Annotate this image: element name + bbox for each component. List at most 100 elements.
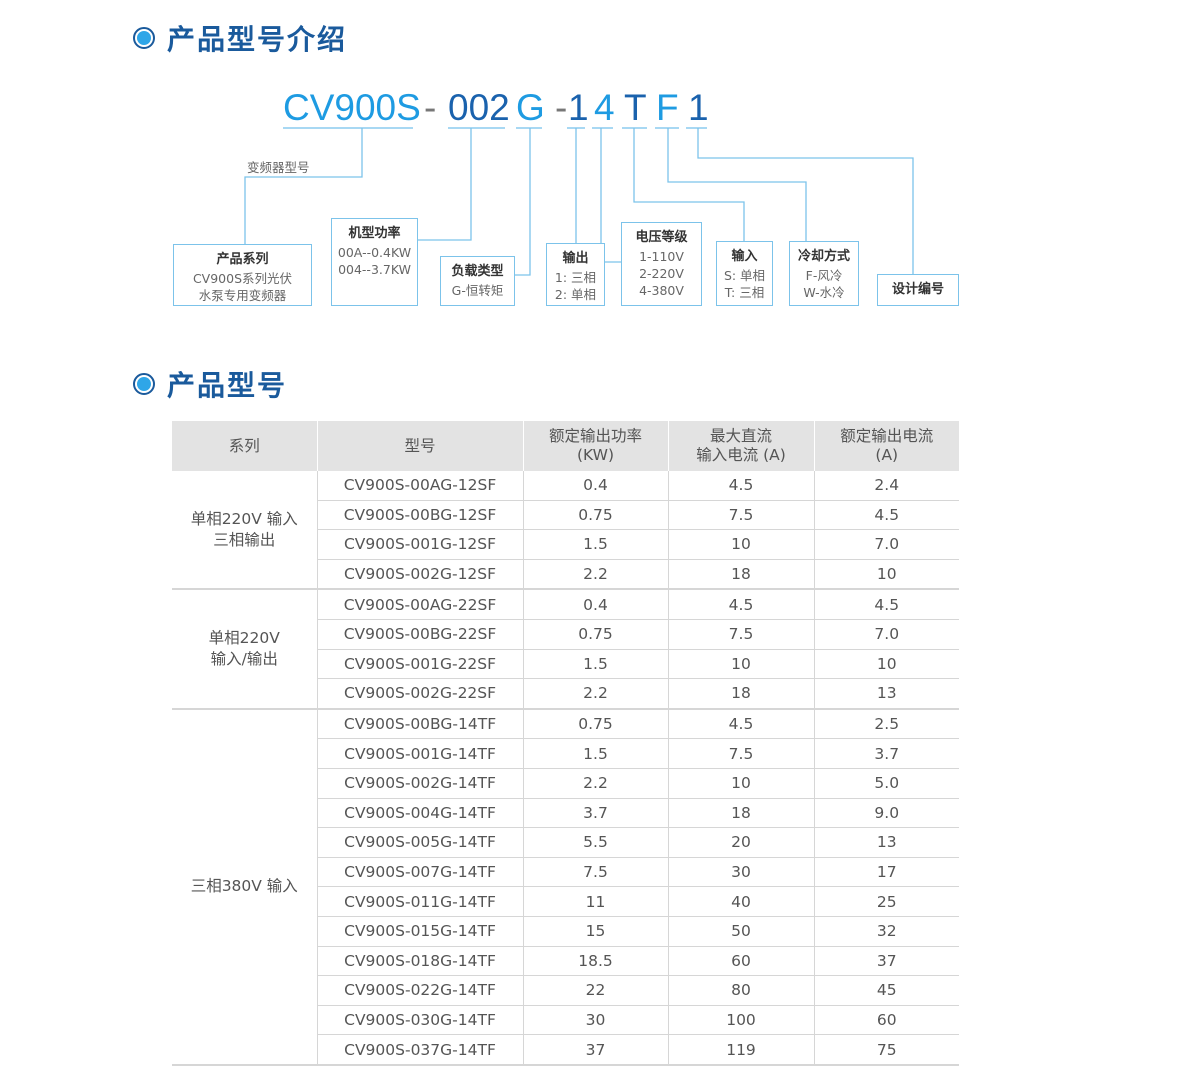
table-cell: CV900S-001G-12SF [316,529,523,560]
table-cell: 80 [667,975,814,1006]
legend-box-line: 2: 单相 [554,287,597,302]
section-heading-models: 产品型号 [133,364,287,404]
table-cell: 10 [667,768,814,799]
legend-box-line: 00A--0.4KW [337,245,412,260]
table-cell: 2.4 [813,471,959,501]
table-cell: 0.75 [522,500,668,531]
series-cell: 单相220V 输入 三相输出 [172,471,317,591]
legend-box-line: T: 三相 [724,285,765,300]
code-segment: T [624,87,647,128]
legend-box-title: 电压等级 [635,230,688,245]
table-cell: 20 [667,827,814,858]
table-cell: CV900S-00BG-12SF [316,500,523,531]
table-cell: 0.4 [522,589,668,620]
table-cell: 7.5 [667,500,814,531]
table-row: CV900S-001G-22SF 1.5 10 10 [172,649,959,680]
table-row: CV900S-037G-14TF 37 119 75 [172,1034,959,1066]
table-row: 三相380V 输入 CV900S-00BG-14TF 0.75 4.5 2.5 [172,708,959,1066]
legend-box-line: W-水冷 [803,285,845,300]
code-segment: - [424,87,437,128]
legend-box: 负载类型 G-恒转矩 [440,256,515,306]
table-cell: 10 [667,649,814,680]
table-cell: 37 [813,946,959,977]
legend-box-line: 2-220V [639,266,684,281]
table-cell: CV900S-018G-14TF [316,946,523,977]
legend-box-line: 004--3.7KW [338,262,411,277]
table-cell: 10 [667,529,814,560]
table-row: CV900S-001G-14TF 1.5 7.5 3.7 [172,738,959,769]
table-row: CV900S-00BG-12SF 0.75 7.5 4.5 [172,500,959,531]
legend-box-line: 1: 三相 [554,270,597,285]
table-cell: 13 [813,827,959,858]
column-header: 额定输出电流 (A) [814,421,959,471]
table-cell: 3.7 [813,738,959,769]
table-row: CV900S-002G-12SF 2.2 18 10 [172,559,959,591]
table-cell: CV900S-001G-22SF [316,649,523,680]
bullet-circle-icon [133,373,155,395]
legend-box-title: 冷却方式 [797,249,850,264]
table-cell: 1.5 [522,529,668,560]
table-row: CV900S-030G-14TF 30 100 60 [172,1005,959,1036]
table-cell: 7.5 [667,738,814,769]
table-cell: 2.5 [813,708,959,740]
table-cell: 3.7 [522,798,668,829]
code-segment: G [516,87,545,128]
code-segment: - [555,87,568,128]
table-row: CV900S-022G-14TF 22 80 45 [172,975,959,1006]
table-cell: CV900S-00BG-22SF [316,619,523,650]
table-cell: 7.0 [813,619,959,650]
table-cell: CV900S-005G-14TF [316,827,523,858]
table-row: CV900S-002G-14TF 2.2 10 5.0 [172,768,959,799]
table-cell: CV900S-022G-14TF [316,975,523,1006]
series-text: 单相220V 输入 [190,509,298,528]
column-header-text: 输入电流 (A) [696,446,786,464]
column-header-text: 最大直流 [709,427,772,445]
table-row: CV900S-005G-14TF 5.5 20 13 [172,827,959,858]
series-text: 输入/输出 [210,650,278,669]
table-row: CV900S-004G-14TF 3.7 18 9.0 [172,798,959,829]
table-cell: CV900S-002G-14TF [316,768,523,799]
legend-box-title: 输出 [562,251,589,266]
table-cell: 37 [522,1034,668,1066]
column-header-text: 额定输出功率 [548,427,642,445]
table-cell: 1.5 [522,649,668,680]
section-heading-model-intro: 产品型号介绍 [133,18,347,58]
table-cell: CV900S-002G-12SF [316,559,523,591]
table-row: CV900S-018G-14TF 18.5 60 37 [172,946,959,977]
table-cell: 0.4 [522,471,668,501]
table-cell: 5.0 [813,768,959,799]
legend-box: 机型功率 00A--0.4KW 004--3.7KW [331,218,418,306]
table-cell: CV900S-00AG-22SF [316,589,523,620]
table-cell: CV900S-030G-14TF [316,1005,523,1036]
table-row: 单相220V 输入 三相输出 CV900S-00AG-12SF 0.4 4.5 2.4 [172,471,959,591]
table-cell: 0.75 [522,708,668,740]
series-cell: 单相220V 输入/输出 [172,589,317,710]
section-title: 产品型号介绍 [167,23,348,56]
table-cell: CV900S-007G-14TF [316,857,523,888]
table-cell: CV900S-015G-14TF [316,916,523,947]
table-cell: 2.2 [522,768,668,799]
table-cell: 7.5 [667,619,814,650]
legend-box-title: 输入 [731,249,758,264]
code-segment: 002 [448,87,510,128]
legend-box-title: 机型功率 [348,226,401,241]
column-header: 型号 [317,421,524,471]
column-header: 最大直流 输入电流 (A) [668,421,815,471]
legend-box: 输出 1: 三相 2: 单相 [546,243,605,306]
table-cell: 18 [667,798,814,829]
table-cell: 100 [667,1005,814,1036]
legend-box-line: CV900S系列光伏 [192,271,293,286]
table-cell: 0.75 [522,619,668,650]
legend-box: 产品系列 CV900S系列光伏 水泵专用变频器 [173,244,312,306]
table-row: 单相220V 输入/输出 CV900S-00AG-22SF 0.4 4.5 4.5 [172,589,959,710]
legend-box-line: 4-380V [639,283,684,298]
table-cell: 40 [667,886,814,917]
table-cell: 30 [667,857,814,888]
series-text: 单相220V [208,629,280,648]
table-cell: 30 [522,1005,668,1036]
legend-box: 冷却方式 F-风冷 W-水冷 [789,241,859,306]
table-cell: 4.5 [667,708,814,740]
series-text: 三相380V 输入 [190,877,298,896]
column-header-text: (A) [875,446,899,464]
column-header-text: 系列 [228,436,260,455]
